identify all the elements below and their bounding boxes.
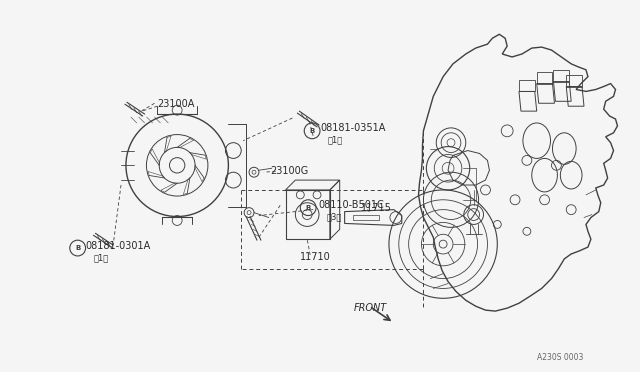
Text: B: B: [305, 205, 311, 211]
Text: 08181-0301A: 08181-0301A: [86, 241, 151, 251]
Text: 11710: 11710: [300, 252, 331, 262]
Text: 23100G: 23100G: [271, 166, 309, 176]
Text: 23100A: 23100A: [157, 99, 195, 109]
Text: B: B: [75, 245, 80, 251]
Text: 08110-B501C: 08110-B501C: [318, 200, 384, 210]
Text: A230S 0003: A230S 0003: [537, 353, 583, 362]
Text: 11715: 11715: [362, 203, 392, 213]
Text: （3）: （3）: [327, 212, 342, 221]
Text: B: B: [310, 128, 315, 134]
Text: FRONT: FRONT: [353, 303, 387, 313]
Text: （1）: （1）: [93, 253, 109, 262]
Text: （1）: （1）: [328, 135, 343, 144]
Text: 08181-0351A: 08181-0351A: [320, 123, 385, 133]
